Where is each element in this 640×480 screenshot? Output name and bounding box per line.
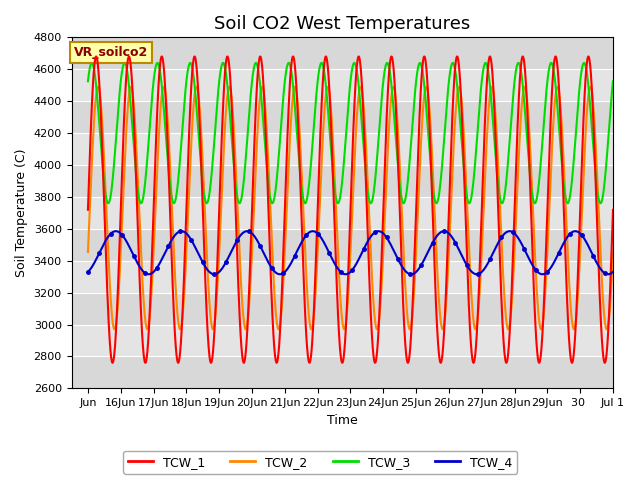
Legend: TCW_1, TCW_2, TCW_3, TCW_4: TCW_1, TCW_2, TCW_3, TCW_4 bbox=[123, 451, 517, 474]
Bar bbox=[72, 133, 613, 165]
Title: Soil CO2 West Temperatures: Soil CO2 West Temperatures bbox=[214, 15, 470, 33]
Bar bbox=[72, 293, 613, 324]
Bar bbox=[72, 261, 613, 293]
Bar bbox=[72, 324, 613, 357]
Bar bbox=[72, 197, 613, 229]
X-axis label: Time: Time bbox=[327, 414, 358, 427]
Bar bbox=[72, 229, 613, 261]
Bar bbox=[72, 101, 613, 133]
Bar bbox=[72, 37, 613, 69]
Bar bbox=[72, 69, 613, 101]
Bar bbox=[72, 357, 613, 388]
Text: VR_soilco2: VR_soilco2 bbox=[74, 46, 148, 59]
Y-axis label: Soil Temperature (C): Soil Temperature (C) bbox=[15, 149, 28, 277]
Bar bbox=[72, 165, 613, 197]
